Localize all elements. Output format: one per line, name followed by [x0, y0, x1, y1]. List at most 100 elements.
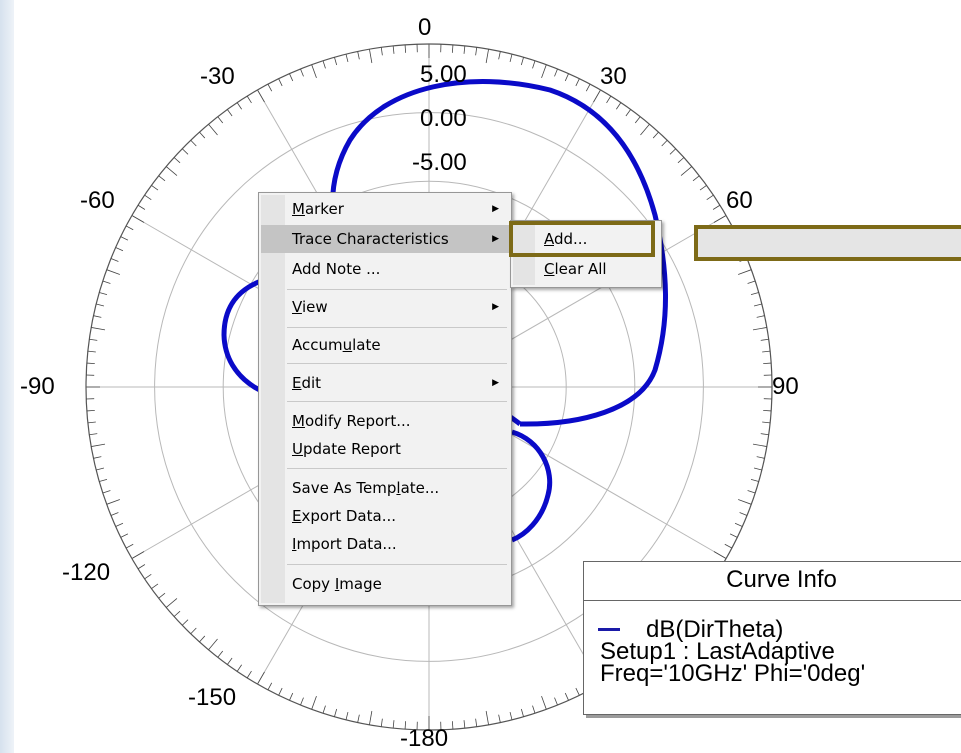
grid-tick [734, 522, 743, 527]
grid-tick [199, 635, 206, 643]
grid-tick [661, 139, 668, 147]
grid-tick [585, 83, 591, 92]
grid-tick [738, 269, 752, 275]
grid-tick [750, 292, 759, 296]
submenu-arrow-icon: ▶ [492, 302, 499, 312]
grid-tick [99, 478, 108, 482]
curve-info-legend[interactable]: Curve Info dB(DirTheta) Setup1 : LastAda… [583, 561, 961, 715]
menu-item-view[interactable]: View ▶ [261, 293, 509, 321]
grid-tick [86, 362, 95, 365]
grid-tick [739, 512, 748, 516]
grid-tick [106, 499, 120, 505]
grid-tick [520, 57, 524, 66]
menu-item-label: Trace Characteristics [292, 230, 449, 248]
grid-tick [289, 692, 294, 701]
menu-item-add-note[interactable]: Add Note ... [261, 255, 509, 283]
grid-tick [652, 131, 659, 139]
menu-item-accumulate[interactable]: Accumulate [261, 331, 509, 359]
grid-tick [115, 522, 124, 527]
grid-tick [91, 327, 106, 331]
grid-tick [463, 45, 466, 54]
grid-tick [267, 83, 273, 92]
grid-tick [677, 157, 685, 164]
menu-item-import-data[interactable]: Import Data... [261, 530, 509, 558]
grid-tick [498, 51, 501, 60]
grid-tick [289, 73, 294, 82]
grid-tick [404, 721, 407, 730]
menu-item-edit[interactable]: Edit ▶ [261, 369, 509, 397]
grid-tick [106, 269, 120, 275]
grid-tick [322, 60, 326, 69]
magnitude-label-5: 5.00 [420, 61, 467, 88]
grid-tick [102, 490, 111, 494]
grid-tick [634, 116, 641, 124]
grid-tick [96, 303, 105, 307]
angle-label-0: 0 [418, 14, 431, 41]
grid-tick [120, 533, 129, 538]
angle-label-30: 30 [600, 63, 627, 90]
grid-tick [554, 68, 558, 77]
grid-tick [99, 292, 108, 296]
grid-tick [380, 47, 383, 56]
grid-tick [752, 443, 767, 447]
grid-tick [564, 692, 569, 701]
menu-item-update-report[interactable]: Update Report [261, 435, 509, 463]
grid-tick [125, 225, 134, 231]
menu-item-label: Import Data... [292, 535, 397, 553]
menu-item-save-as-template[interactable]: Save As Template... [261, 474, 509, 502]
grid-tick [181, 148, 189, 155]
grid-tick [217, 650, 224, 658]
grid-tick [729, 533, 738, 538]
grid-tick [102, 280, 111, 284]
menu-item-marker[interactable]: Marker ▶ [261, 195, 509, 223]
curve-info-trace-name: dB(DirTheta) [646, 616, 784, 643]
grid-tick [91, 443, 106, 447]
grid-tick [144, 573, 152, 580]
grid-tick [756, 456, 765, 459]
grid-tick [208, 638, 218, 651]
grid-tick [451, 721, 454, 730]
grid-tick [532, 705, 536, 714]
grid-tick [89, 433, 98, 436]
add-highlight-box [509, 221, 655, 257]
angle-label-minus-90: -90 [20, 373, 55, 400]
menu-item-trace-characteristics[interactable]: Trace Characteristics ▶ [261, 225, 509, 253]
grid-tick [87, 350, 96, 353]
grid-tick [485, 710, 489, 725]
submenu-item-clear-all[interactable]: Clear All [513, 255, 659, 283]
polar-ticks [86, 44, 772, 730]
menu-item-export-data[interactable]: Export Data... [261, 502, 509, 530]
grid-tick [713, 215, 727, 223]
curve-info-title: Curve Info [726, 566, 837, 593]
grid-tick [498, 714, 501, 723]
menu-item-modify-report[interactable]: Modify Report... [261, 407, 509, 435]
submenu-item-add[interactable]: Add... [513, 225, 659, 253]
grid-tick [246, 670, 252, 679]
grid-tick [463, 720, 466, 729]
grid-tick [753, 467, 762, 471]
grid-tick [165, 598, 178, 608]
submenu-item-label: Add... [544, 230, 588, 248]
menu-item-label: Export Data... [292, 507, 396, 525]
magnitude-label-0: 0.00 [420, 105, 467, 132]
grid-tick [763, 362, 772, 365]
grid-tick [322, 705, 326, 714]
grid-tick [763, 409, 772, 412]
angle-label-minus-60: -60 [80, 187, 115, 214]
grid-tick [451, 44, 454, 53]
grid-tick [541, 64, 547, 78]
grid-tick [640, 123, 650, 136]
grid-tick [750, 478, 759, 482]
grid-tick [554, 697, 558, 706]
grid-tick [311, 696, 317, 710]
angle-label-90: 90 [772, 373, 799, 400]
menu-separator [287, 327, 507, 328]
menu-item-label: Update Report [292, 440, 401, 458]
grid-tick [87, 421, 96, 424]
menu-item-copy-image[interactable]: Copy Image [261, 570, 509, 598]
grid-tick [131, 551, 145, 559]
grid-tick [110, 258, 119, 262]
grid-tick [625, 109, 631, 117]
menu-separator [287, 401, 507, 402]
grid-tick [217, 116, 224, 124]
